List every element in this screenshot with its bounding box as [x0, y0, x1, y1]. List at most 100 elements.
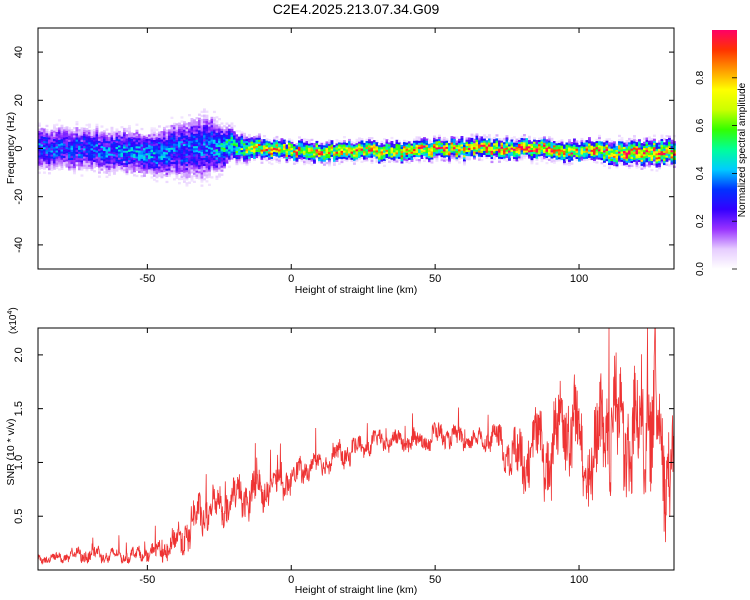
heatmap-cell [348, 147, 351, 150]
heatmap-cell [623, 150, 626, 154]
heatmap-cell [488, 144, 491, 147]
heatmap-cell [285, 144, 289, 147]
heatmap-cell [203, 165, 206, 169]
heatmap-cell [88, 154, 91, 157]
heatmap-cell [460, 142, 464, 145]
heatmap-cell [338, 146, 341, 149]
heatmap-cell [60, 163, 64, 166]
heatmap-cell [190, 134, 194, 137]
heatmap-cell [118, 143, 121, 146]
heatmap-cell [200, 135, 204, 138]
heatmap-cell [508, 148, 511, 151]
heatmap-cell [300, 143, 304, 146]
heatmap-cell [173, 143, 176, 146]
heatmap-cell [175, 176, 179, 179]
heatmap-cell [570, 142, 574, 145]
heatmap-cell [58, 127, 61, 130]
heatmap-cell [145, 161, 149, 164]
heatmap-cell [413, 140, 416, 143]
heatmap-cell [605, 154, 609, 158]
heatmap-cell [53, 165, 56, 168]
heatmap-cell [540, 143, 544, 146]
heatmap-cell [138, 164, 141, 167]
heatmap-cell [595, 147, 599, 150]
heatmap-cell [245, 159, 249, 162]
heatmap-cell [45, 147, 49, 150]
colorbar-tick-label: 0.2 [695, 214, 706, 228]
heatmap-cell [355, 151, 359, 154]
heatmap-cell [278, 161, 281, 164]
heatmap-cell [658, 140, 661, 143]
heatmap-cell [48, 163, 51, 167]
heatmap-cell [458, 145, 461, 148]
heatmap-cell [145, 136, 149, 139]
heatmap-cell [318, 144, 321, 147]
heatmap-cell [488, 152, 491, 155]
heatmap-cell [275, 152, 279, 155]
heatmap-cell [228, 165, 231, 168]
heatmap-cell [185, 176, 189, 179]
heatmap-cell [475, 147, 479, 151]
heatmap-cell [468, 155, 471, 159]
heatmap-cell [410, 153, 414, 156]
heatmap-cell [268, 149, 271, 152]
heatmap-cell [225, 147, 229, 150]
heatmap-cell [100, 141, 104, 144]
heatmap-cell [403, 143, 406, 147]
heatmap-cell [265, 140, 269, 143]
heatmap-cell [115, 152, 119, 156]
heatmap-cell [343, 146, 346, 149]
heatmap-cell [365, 148, 369, 152]
heatmap-cell [195, 172, 199, 175]
heatmap-cell [238, 156, 241, 160]
heatmap-cell [468, 158, 471, 161]
heatmap-cell [148, 150, 151, 154]
heatmap-cell [163, 133, 166, 136]
heatmap-cell [125, 172, 129, 176]
heatmap-cell [195, 141, 199, 144]
heatmap-cell [423, 151, 426, 154]
heatmap-cell [635, 154, 639, 157]
heatmap-cell [193, 180, 196, 183]
heatmap-cell [468, 153, 471, 157]
heatmap-cell [265, 158, 269, 162]
heatmap-cell [108, 161, 111, 164]
heatmap-cell [208, 128, 211, 131]
heatmap-cell [630, 140, 634, 143]
heatmap-cell [193, 164, 196, 167]
heatmap-cell [605, 140, 609, 143]
heatmap-cell [173, 161, 176, 165]
heatmap-cell [243, 138, 246, 142]
heatmap-cell [455, 140, 459, 143]
heatmap-cell [585, 156, 589, 159]
heatmap-cell [500, 146, 504, 149]
heatmap-cell [633, 147, 636, 150]
heatmap-cell [478, 148, 481, 151]
heatmap-cell [243, 143, 246, 146]
heatmap-cell [543, 146, 546, 149]
heatmap-cell [128, 166, 131, 169]
heatmap-cell [150, 166, 154, 169]
heatmap-cell [318, 154, 321, 158]
heatmap-cell [655, 153, 659, 156]
heatmap-cell [275, 156, 279, 159]
heatmap-cell [413, 146, 416, 149]
heatmap-cell [163, 167, 166, 171]
heatmap-cell [630, 146, 634, 149]
y-tick-label: 0 [13, 145, 25, 151]
heatmap-cell [115, 165, 119, 168]
heatmap-cell [420, 152, 424, 155]
heatmap-cell [110, 165, 114, 169]
heatmap-cell [628, 152, 631, 155]
heatmap-cell [145, 142, 149, 146]
heatmap-cell [670, 156, 674, 159]
heatmap-cell [423, 139, 426, 142]
heatmap-cell [415, 144, 419, 147]
heatmap-cell [53, 140, 56, 143]
heatmap-cell [568, 143, 571, 146]
heatmap-cell [490, 140, 494, 143]
heatmap-cell [388, 156, 391, 159]
heatmap-cell [78, 168, 81, 171]
heatmap-cell [233, 153, 236, 156]
heatmap-cell [335, 139, 339, 142]
